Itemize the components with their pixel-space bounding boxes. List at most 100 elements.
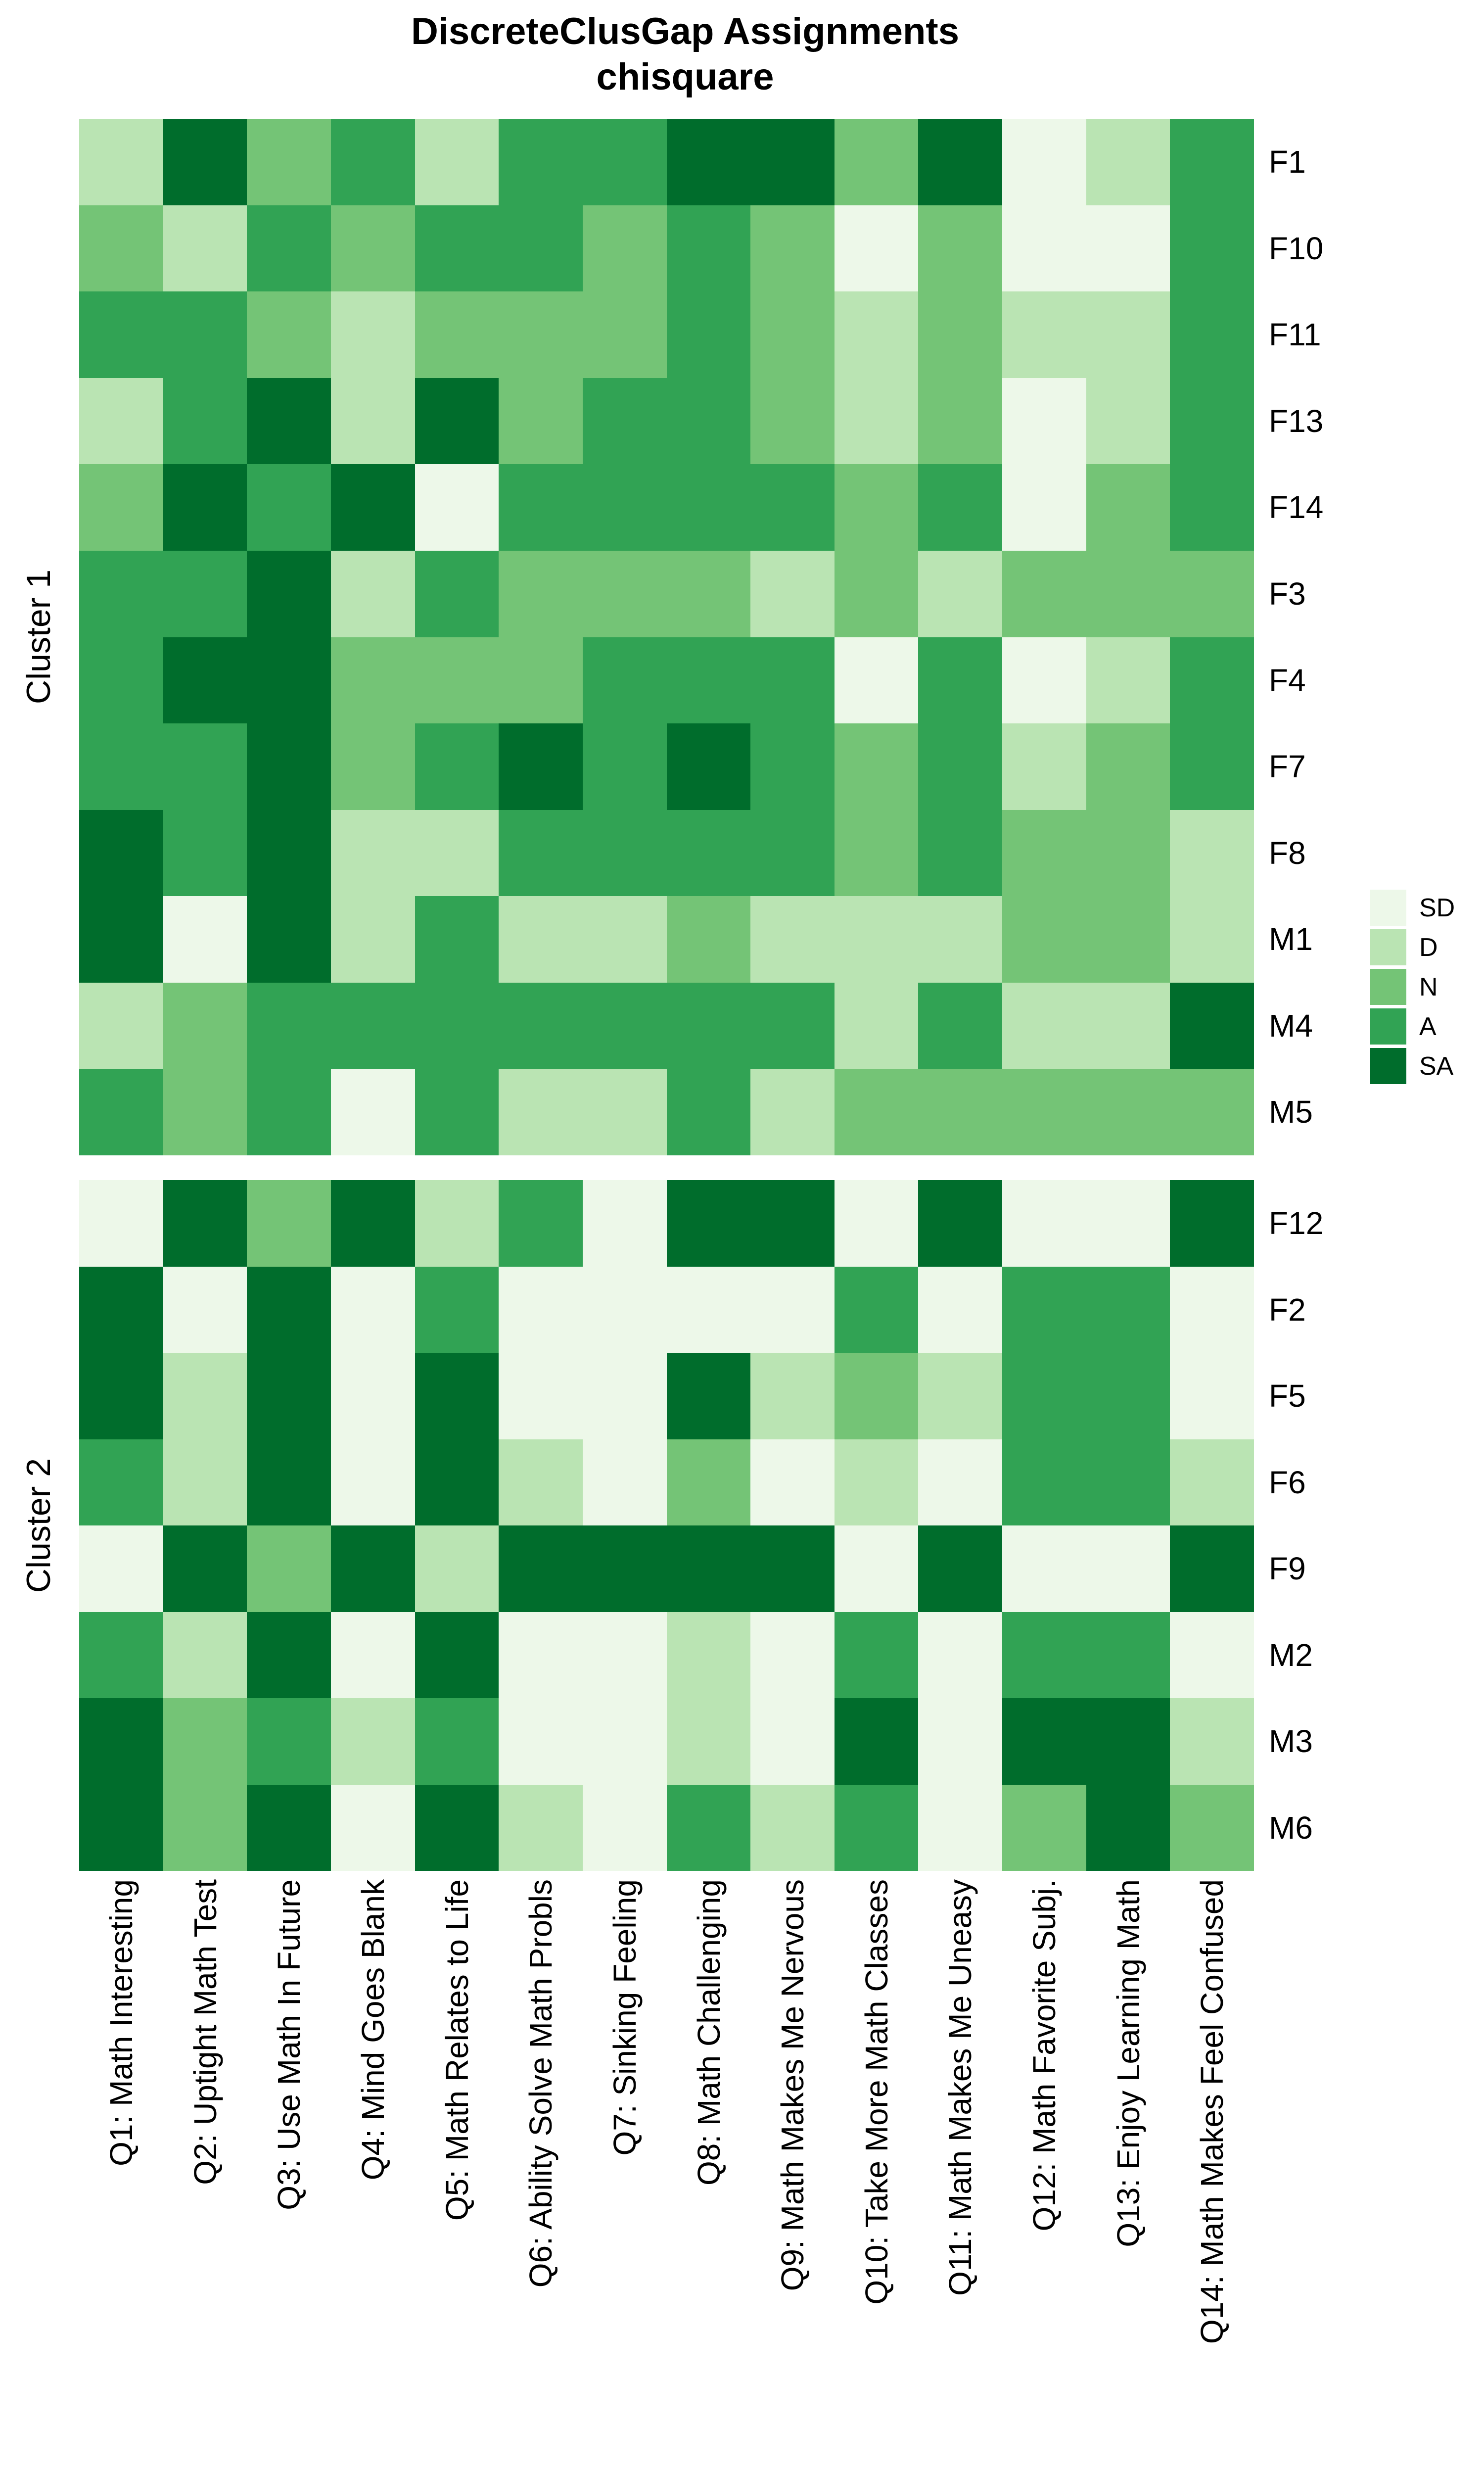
heatmap-cell (247, 1353, 331, 1439)
heatmap-cell (331, 291, 415, 378)
heatmap-cell (667, 1785, 750, 1871)
heatmap-cell (415, 1069, 499, 1155)
heatmap-cell (247, 1267, 331, 1353)
heatmap-cell (79, 1180, 163, 1267)
heatmap-cell (1170, 1267, 1254, 1353)
heatmap-cell (1086, 1353, 1170, 1439)
legend-swatch (1370, 1008, 1406, 1045)
heatmap-cell (918, 378, 1002, 464)
heatmap-cell (1002, 983, 1086, 1069)
legend-label: A (1419, 1012, 1437, 1041)
heatmap-cell (1086, 119, 1170, 205)
heatmap-cell (667, 723, 750, 810)
heatmap-cell (1086, 1785, 1170, 1871)
heatmap-cell (1170, 1612, 1254, 1698)
heatmap-cell (331, 378, 415, 464)
heatmap-cell (163, 1267, 247, 1353)
heatmap-cell (415, 291, 499, 378)
row-label: F6 (1269, 1465, 1306, 1500)
column-label: Q7: Sinking Feeling (607, 1879, 643, 2156)
heatmap-cell (415, 983, 499, 1069)
heatmap-cell (415, 1439, 499, 1525)
legend-item: SD (1370, 890, 1455, 926)
heatmap-cell (918, 1612, 1002, 1698)
heatmap-cell (247, 896, 331, 983)
heatmap-cell (583, 1785, 667, 1871)
heatmap-cell (750, 810, 835, 896)
heatmap-cell (163, 1353, 247, 1439)
heatmap-cell (1002, 723, 1086, 810)
row-label: F14 (1269, 489, 1324, 525)
heatmap-cell (1086, 378, 1170, 464)
heatmap-cell (247, 1069, 331, 1155)
heatmap-cell (247, 637, 331, 723)
heatmap-cell (750, 551, 835, 637)
heatmap-cell (247, 119, 331, 205)
heatmap-cell (331, 983, 415, 1069)
heatmap-cell (1002, 1439, 1086, 1525)
row-label: F13 (1269, 403, 1324, 439)
heatmap-cell (918, 551, 1002, 637)
heatmap-cell (79, 119, 163, 205)
heatmap-cell (1170, 1785, 1254, 1871)
heatmap-cell (1002, 1069, 1086, 1155)
heatmap-cell (1170, 637, 1254, 723)
heatmap-cell (750, 119, 835, 205)
heatmap-cell (750, 291, 835, 378)
heatmap-cell (331, 723, 415, 810)
heatmap-cell (331, 1267, 415, 1353)
heatmap-cell (667, 1180, 750, 1267)
heatmap-cell (918, 1698, 1002, 1785)
heatmap-cell (415, 1698, 499, 1785)
heatmap-cell (499, 119, 583, 205)
heatmap-cell (79, 464, 163, 551)
heatmap-cell (163, 723, 247, 810)
row-label: F8 (1269, 835, 1306, 871)
heatmap-cell (163, 464, 247, 551)
heatmap-cell (247, 810, 331, 896)
heatmap-cell (415, 205, 499, 291)
heatmap-cell (247, 205, 331, 291)
heatmap-cell (1086, 1267, 1170, 1353)
heatmap-cell (499, 291, 583, 378)
heatmap-cell (583, 1612, 667, 1698)
heatmap-cell (415, 810, 499, 896)
column-label: Q3: Use Math In Future (271, 1879, 307, 2210)
heatmap-cell (163, 810, 247, 896)
heatmap-cell (331, 637, 415, 723)
heatmap-cell (247, 1439, 331, 1525)
heatmap-cell (835, 896, 918, 983)
heatmap-cell (79, 1069, 163, 1155)
heatmap-cell (667, 119, 750, 205)
column-label: Q8: Math Challenging (691, 1879, 727, 2186)
heatmap-cell (79, 723, 163, 810)
heatmap-cell (918, 1180, 1002, 1267)
heatmap-cell (79, 1439, 163, 1525)
cluster-1-label: Cluster 1 (20, 569, 57, 705)
heatmap-cell (79, 637, 163, 723)
heatmap-cell (1086, 1180, 1170, 1267)
heatmap-cell (583, 637, 667, 723)
heatmap-cell (835, 1698, 918, 1785)
heatmap-cell (1002, 551, 1086, 637)
heatmap-cell (835, 1785, 918, 1871)
heatmap-cell (247, 983, 331, 1069)
column-label: Q6: Ability Solve Math Probls (523, 1879, 558, 2288)
heatmap-cell (331, 1353, 415, 1439)
heatmap-cell (1170, 723, 1254, 810)
heatmap-cell (163, 1439, 247, 1525)
heatmap-cell (79, 551, 163, 637)
heatmap-cell (163, 637, 247, 723)
heatmap-cell (79, 205, 163, 291)
heatmap-cell (415, 896, 499, 983)
row-label: F10 (1269, 231, 1324, 266)
heatmap-cell (331, 1439, 415, 1525)
heatmap-cell (331, 1180, 415, 1267)
heatmap-cell (163, 378, 247, 464)
heatmap-cell (750, 723, 835, 810)
heatmap-cell (835, 378, 918, 464)
heatmap-cell (415, 1785, 499, 1871)
heatmap-cell (499, 896, 583, 983)
heatmap-cell (247, 723, 331, 810)
row-label: F9 (1269, 1551, 1306, 1586)
